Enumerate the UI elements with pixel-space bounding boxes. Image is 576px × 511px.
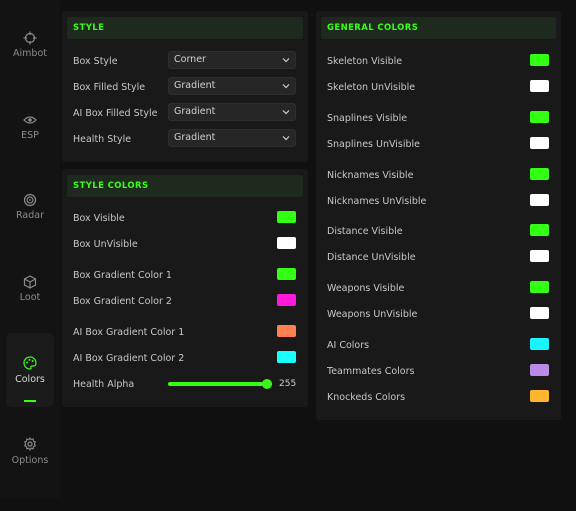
color-row-label: Weapons UnVisible xyxy=(327,309,418,320)
box-filled-style-select[interactable]: Gradient xyxy=(168,77,296,95)
ai-box-filled-style-label: AI Box Filled Style xyxy=(73,108,158,119)
style-panel-title: STYLE xyxy=(67,17,303,39)
box-icon xyxy=(23,275,37,289)
chevron-down-icon xyxy=(282,82,290,90)
radar-icon xyxy=(23,193,37,207)
sidebar-item-label: Options xyxy=(11,455,49,466)
color-row-label: Skeleton UnVisible xyxy=(327,82,416,93)
color-swatch-ai-box-gradient-1[interactable] xyxy=(277,325,296,337)
sidebar-item-colors[interactable]: Colors xyxy=(6,333,54,407)
slider-track xyxy=(168,382,272,386)
style-colors-panel-title: STYLE COLORS xyxy=(67,175,303,197)
box-filled-style-label: Box Filled Style xyxy=(73,82,146,93)
health-alpha-label: Health Alpha xyxy=(73,379,135,390)
color-swatch-snaplines-visible[interactable] xyxy=(530,111,549,123)
color-row-label: Box Gradient Color 2 xyxy=(73,296,172,307)
ai-box-filled-style-select[interactable]: Gradient xyxy=(168,103,296,121)
color-row-label: Nicknames UnVisible xyxy=(327,196,427,207)
color-swatch-weapons-unvisible[interactable] xyxy=(530,307,549,319)
health-style-select[interactable]: Gradient xyxy=(168,129,296,147)
color-swatch-box-gradient-1[interactable] xyxy=(277,268,296,280)
sidebar-item-loot[interactable]: Loot xyxy=(6,272,54,346)
color-row-label: AI Box Gradient Color 1 xyxy=(73,327,185,338)
color-row-label: Weapons Visible xyxy=(327,283,405,294)
color-swatch-snaplines-unvisible[interactable] xyxy=(530,137,549,149)
color-row-label: Skeleton Visible xyxy=(327,56,403,67)
color-row-label: AI Box Gradient Color 2 xyxy=(73,353,185,364)
select-value: Gradient xyxy=(174,132,216,143)
box-style-select[interactable]: Corner xyxy=(168,51,296,69)
color-swatch-box-visible[interactable] xyxy=(277,211,296,223)
sidebar-item-aimbot[interactable]: Aimbot xyxy=(6,28,54,102)
sidebar-item-label: ESP xyxy=(21,130,39,141)
chevron-down-icon xyxy=(282,134,290,142)
color-row-label: Box UnVisible xyxy=(73,239,138,250)
style-colors-panel: STYLE COLORS Box Visible Box UnVisible B… xyxy=(62,169,308,407)
sidebar-item-options[interactable]: Options xyxy=(6,437,54,511)
color-swatch-box-gradient-2[interactable] xyxy=(277,294,296,306)
health-alpha-slider[interactable] xyxy=(168,378,272,390)
sidebar-item-label: Loot xyxy=(19,292,41,303)
sidebar-item-label: Colors xyxy=(15,374,45,385)
color-swatch-distance-unvisible[interactable] xyxy=(530,250,549,262)
general-colors-panel: GENERAL COLORS Skeleton Visible Skeleton … xyxy=(316,11,561,420)
general-colors-panel-title: GENERAL COLORS xyxy=(321,17,556,39)
color-row-label: Knockeds Colors xyxy=(327,392,406,403)
slider-handle[interactable] xyxy=(262,379,272,389)
health-style-label: Health Style xyxy=(73,134,132,145)
color-swatch-distance-visible[interactable] xyxy=(530,224,549,236)
color-swatch-box-unvisible[interactable] xyxy=(277,237,296,249)
color-row-label: Box Visible xyxy=(73,213,125,224)
health-alpha-value: 255 xyxy=(279,379,297,389)
color-row-label: Snaplines Visible xyxy=(327,113,408,124)
color-row-label: Distance Visible xyxy=(327,226,403,237)
color-swatch-weapons-visible[interactable] xyxy=(530,281,549,293)
color-row-label: Box Gradient Color 1 xyxy=(73,270,172,281)
color-swatch-ai-box-gradient-2[interactable] xyxy=(277,351,296,363)
color-row-label: Snaplines UnVisible xyxy=(327,139,421,150)
sidebar-item-label: Aimbot xyxy=(13,48,47,59)
select-value: Gradient xyxy=(174,106,216,117)
color-swatch-ai-colors[interactable] xyxy=(530,338,549,350)
style-panel: STYLE Box Style Corner Box Filled Style … xyxy=(62,11,308,162)
box-style-label: Box Style xyxy=(73,56,118,67)
color-row-label: AI Colors xyxy=(327,340,370,351)
color-row-label: Distance UnVisible xyxy=(327,252,416,263)
chevron-down-icon xyxy=(282,108,290,116)
color-row-label: Nicknames Visible xyxy=(327,170,414,181)
color-swatch-skeleton-unvisible[interactable] xyxy=(530,80,549,92)
palette-icon xyxy=(23,356,37,370)
color-swatch-knockeds-colors[interactable] xyxy=(530,390,549,402)
crosshair-icon xyxy=(23,31,37,45)
eye-icon xyxy=(23,113,37,127)
chevron-down-icon xyxy=(282,56,290,64)
gear-icon xyxy=(23,437,37,451)
sidebar-item-esp[interactable]: ESP xyxy=(6,110,54,184)
sidebar-item-label: Radar xyxy=(16,210,44,221)
active-indicator xyxy=(24,400,36,402)
color-swatch-nicknames-visible[interactable] xyxy=(530,168,549,180)
sidebar-item-radar[interactable]: Radar xyxy=(6,190,54,264)
color-swatch-skeleton-visible[interactable] xyxy=(530,54,549,66)
select-value: Corner xyxy=(174,54,206,65)
select-value: Gradient xyxy=(174,80,216,91)
sidebar: Aimbot ESP Radar Loot Colors Options xyxy=(0,0,60,498)
color-swatch-nicknames-unvisible[interactable] xyxy=(530,194,549,206)
color-row-label: Teammates Colors xyxy=(327,366,415,377)
color-swatch-teammates-colors[interactable] xyxy=(530,364,549,376)
